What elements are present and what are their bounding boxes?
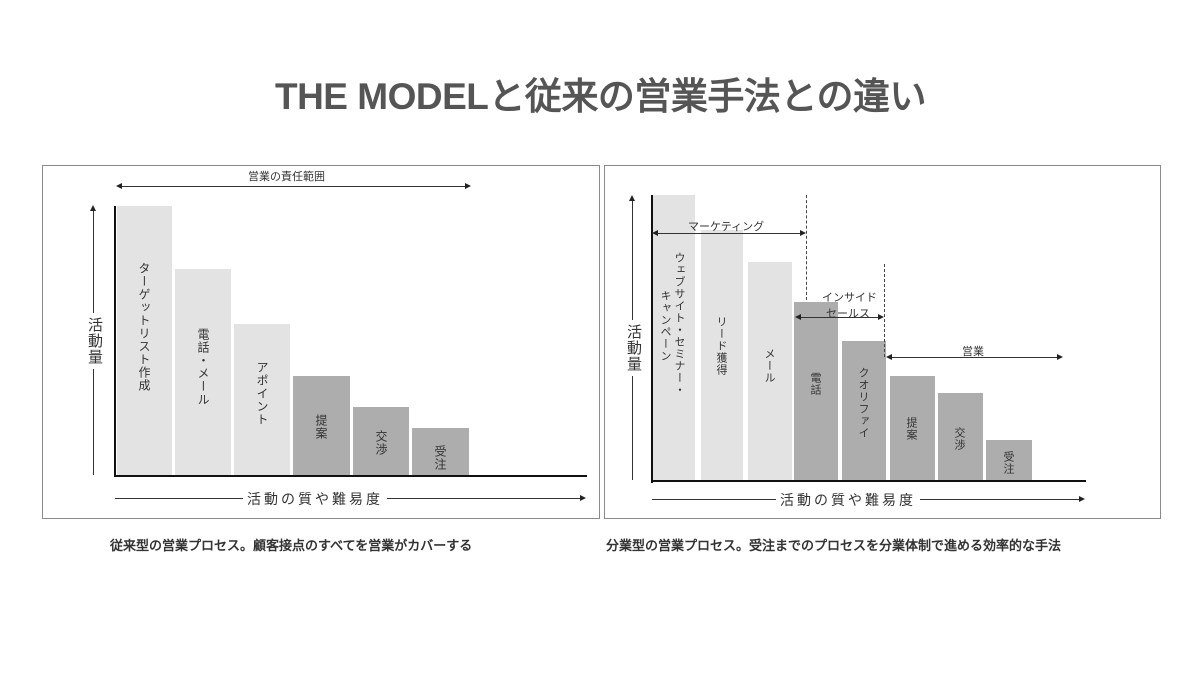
bar-label: 提案 (905, 417, 918, 441)
y-axis (114, 206, 116, 477)
bar-phone-mail (175, 269, 231, 475)
bar-label: 電話・メール (196, 328, 210, 406)
bar-negotiation (353, 407, 409, 475)
x-axis (114, 475, 587, 477)
arrow-left-icon (886, 354, 892, 360)
bar-label: 受注 (433, 445, 447, 471)
bar-label: キャンペーン (659, 290, 672, 362)
inside-sales-arrow (799, 317, 879, 318)
bar-proposal (890, 376, 935, 480)
bar-label: 交渉 (374, 430, 388, 456)
bar-appointment (234, 324, 290, 475)
right-caption: 分業型の営業プロセス。受注までのプロセスを分業体制で進める効率的な手法 (606, 539, 1062, 554)
arrow-left-icon (795, 314, 801, 320)
x-axis-label: 活動の質や難易度 (243, 489, 387, 509)
bar-label: ターゲットリスト作成 (137, 262, 151, 392)
bar-label: アポイント (255, 361, 269, 426)
bar-phone (794, 302, 838, 480)
inside-sales-label-1: インサイド (822, 291, 877, 304)
bar-label: 提案 (314, 414, 328, 440)
bar-target-list (117, 206, 172, 475)
bar-label: 受注 (1002, 451, 1015, 475)
y-axis-label: 活動量 (85, 313, 106, 369)
bar-mail (748, 262, 792, 480)
bar-label: クオリファイ (857, 367, 870, 439)
bar-label: 電話 (809, 372, 822, 396)
y-axis-label: 活動量 (624, 320, 645, 376)
bar-label: 交渉 (953, 427, 966, 451)
bar-lead-acquisition (701, 230, 743, 480)
marketing-arrow (656, 233, 802, 234)
arrow-right-icon (580, 495, 586, 501)
arrow-right-icon (878, 314, 884, 320)
x-axis-label: 活動の質や難易度 (776, 490, 920, 510)
arrow-left-icon (652, 230, 658, 236)
arrow-up-icon (629, 195, 635, 201)
arrow-up-icon (90, 205, 96, 211)
arrow-right-icon (800, 230, 806, 236)
bar-order (412, 428, 469, 475)
sales-arrow (890, 357, 1058, 358)
bar-label: リード獲得 (715, 316, 728, 376)
inside-sales-label-2: セールス (826, 307, 870, 320)
sales-scope-label: 営業の責任範囲 (248, 170, 325, 183)
marketing-label: マーケティング (688, 220, 765, 233)
bar-label: メール (763, 348, 776, 384)
arrow-right-icon (1079, 496, 1085, 502)
marketing-boundary (806, 195, 807, 300)
sales-scope-arrow (120, 186, 466, 187)
arrow-right-icon (465, 183, 471, 189)
bar-proposal (293, 376, 350, 475)
inside-sales-boundary (884, 264, 885, 357)
bar-label: ウェブサイト・セミナー・ (673, 252, 686, 396)
arrow-right-icon (1057, 354, 1063, 360)
bar-negotiation (938, 393, 983, 480)
bar-web-campaign (653, 195, 695, 480)
x-axis (651, 480, 1086, 482)
bar-order (986, 440, 1032, 480)
y-axis (651, 195, 653, 483)
page-title: THE MODELと従来の営業手法との違い (274, 76, 927, 117)
left-caption: 従来型の営業プロセス。顧客接点のすべてを営業がカバーする (110, 539, 473, 554)
sales-label: 営業 (962, 345, 984, 358)
arrow-left-icon (116, 183, 122, 189)
bar-qualify (842, 341, 886, 480)
